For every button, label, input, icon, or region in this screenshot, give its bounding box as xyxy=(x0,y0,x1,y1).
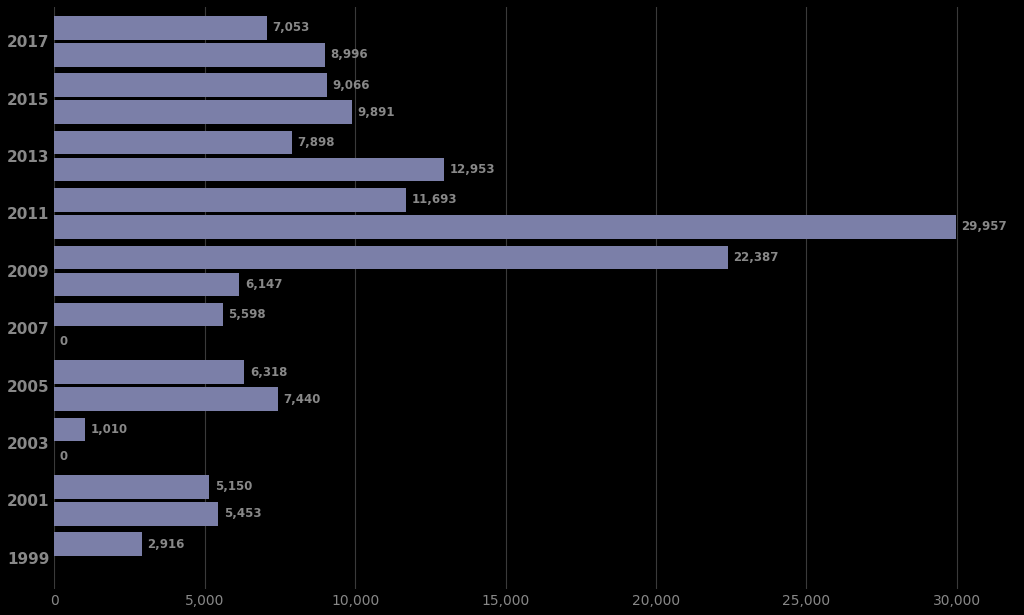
Bar xyxy=(54,131,292,154)
Bar xyxy=(54,475,209,499)
Bar xyxy=(54,418,85,441)
Bar xyxy=(54,387,279,411)
Text: 29,957: 29,957 xyxy=(961,220,1007,234)
Text: 6,147: 6,147 xyxy=(245,278,283,291)
Text: 7,053: 7,053 xyxy=(272,22,309,34)
Bar xyxy=(54,73,327,97)
Text: 1,010: 1,010 xyxy=(90,423,127,436)
Text: 0: 0 xyxy=(59,335,68,348)
Text: 7,440: 7,440 xyxy=(284,392,322,405)
Text: 2,916: 2,916 xyxy=(147,538,185,550)
Text: 0: 0 xyxy=(59,450,68,463)
Text: 22,387: 22,387 xyxy=(733,251,778,264)
Text: 11,693: 11,693 xyxy=(412,194,457,207)
Bar xyxy=(54,272,240,296)
Bar xyxy=(54,245,728,269)
Text: 5,598: 5,598 xyxy=(228,308,266,321)
Bar xyxy=(54,303,223,327)
Bar xyxy=(54,43,325,66)
Text: 12,953: 12,953 xyxy=(450,163,495,176)
Text: 8,996: 8,996 xyxy=(331,49,368,62)
Bar xyxy=(54,158,444,181)
Text: 7,898: 7,898 xyxy=(297,136,335,149)
Text: 9,066: 9,066 xyxy=(333,79,370,92)
Text: 5,150: 5,150 xyxy=(215,480,252,493)
Text: 6,318: 6,318 xyxy=(250,365,288,379)
Bar xyxy=(54,188,407,212)
Bar xyxy=(54,360,245,384)
Bar xyxy=(54,502,218,526)
Bar xyxy=(54,533,142,556)
Bar xyxy=(54,16,266,40)
Text: 9,891: 9,891 xyxy=(357,106,395,119)
Bar xyxy=(54,100,352,124)
Text: 5,453: 5,453 xyxy=(224,507,261,520)
Bar xyxy=(54,215,955,239)
